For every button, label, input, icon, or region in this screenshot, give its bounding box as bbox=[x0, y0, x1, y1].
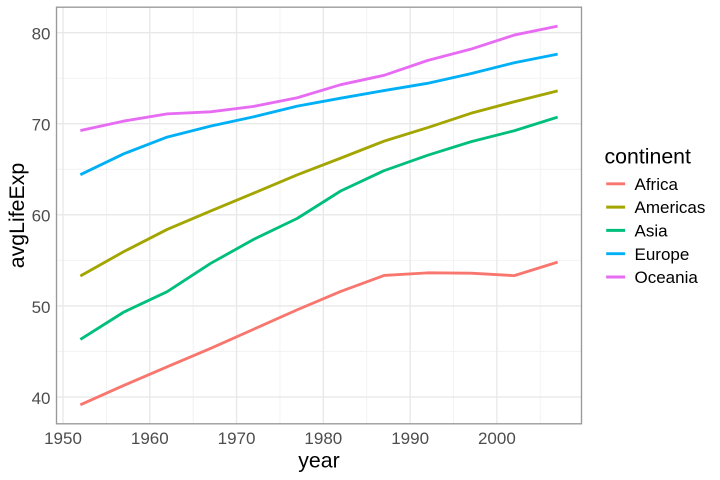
svg-text:year: year bbox=[298, 449, 339, 473]
svg-text:1960: 1960 bbox=[131, 429, 169, 448]
svg-text:1990: 1990 bbox=[391, 429, 429, 448]
svg-text:1970: 1970 bbox=[218, 429, 256, 448]
svg-text:1950: 1950 bbox=[44, 429, 82, 448]
svg-text:70: 70 bbox=[32, 116, 51, 135]
svg-text:2000: 2000 bbox=[478, 429, 516, 448]
svg-text:continent: continent bbox=[605, 145, 692, 169]
svg-text:60: 60 bbox=[32, 207, 51, 226]
svg-text:avgLifeExp: avgLifeExp bbox=[5, 163, 29, 268]
svg-text:Asia: Asia bbox=[635, 222, 669, 241]
svg-text:Oceania: Oceania bbox=[635, 268, 699, 287]
svg-text:40: 40 bbox=[32, 389, 51, 408]
svg-text:50: 50 bbox=[32, 298, 51, 317]
svg-text:Europe: Europe bbox=[635, 245, 690, 264]
svg-text:Americas: Americas bbox=[635, 198, 706, 217]
svg-text:80: 80 bbox=[32, 25, 51, 44]
svg-text:1980: 1980 bbox=[304, 429, 342, 448]
svg-text:Africa: Africa bbox=[635, 175, 679, 194]
